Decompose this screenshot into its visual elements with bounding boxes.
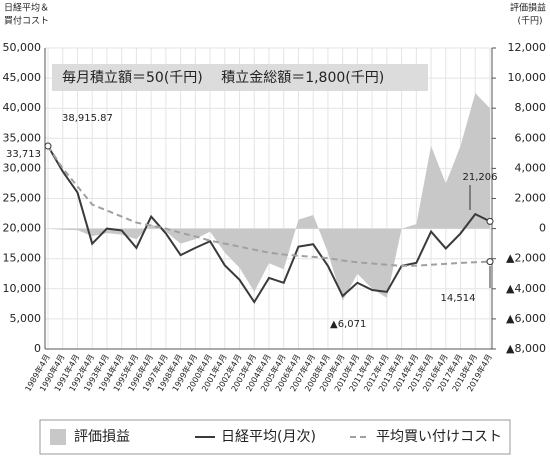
y-tick-label: 45,000 [3, 71, 42, 84]
title-box [52, 64, 428, 91]
y2-tick-label: 0 [539, 222, 546, 235]
annotation: 14,514 [441, 293, 476, 304]
y-tick-label: 10,000 [3, 282, 42, 295]
annotation: 21,206 [463, 172, 498, 183]
y-tick-label: 30,000 [3, 161, 42, 174]
line [47, 145, 491, 267]
line [47, 145, 491, 304]
y2-tick-label: ▲6,000 [506, 312, 546, 325]
legend-label: 平均買い付けコスト [376, 429, 502, 445]
y2-tick-label: 12,000 [508, 41, 547, 54]
y-tick-label: 35,000 [3, 131, 42, 144]
legend-label: 評価損益 [74, 429, 130, 445]
y-tick-label: 5,000 [10, 312, 42, 325]
y-tick-label: 15,000 [3, 252, 42, 265]
legend-swatch [50, 429, 66, 445]
y2-tick-label: ▲4,000 [506, 282, 546, 295]
y2-tick-label: 6,000 [515, 131, 547, 144]
y2-axis-label: (千円) [517, 16, 542, 27]
y-tick-label: 25,000 [3, 192, 42, 205]
chart-title: 毎月積立額＝50(千円) 積立金総額＝1,800(千円) [62, 70, 384, 86]
annotation: 33,713 [6, 149, 41, 160]
point-marker [486, 258, 494, 266]
y2-tick-label: 2,000 [515, 192, 547, 205]
legend-label: 日経平均(月次) [221, 429, 316, 445]
annotation: 38,915.87 [62, 113, 113, 124]
y2-tick-label: ▲2,000 [506, 252, 546, 265]
y2-tick-label: 8,000 [515, 101, 547, 114]
point-marker [44, 142, 52, 150]
point-marker [486, 217, 494, 225]
y2-axis-label: 評価損益 [510, 2, 546, 14]
grid [45, 47, 492, 350]
y-axis-label: 日経平均＆ [4, 2, 49, 14]
annotation: ▲6,071 [330, 319, 366, 330]
y-tick-label: 20,000 [3, 222, 42, 235]
y2-tick-label: 10,000 [508, 71, 547, 84]
y-tick-label: 50,000 [3, 41, 42, 54]
y2-tick-label: 4,000 [515, 161, 547, 174]
legend-box [39, 419, 511, 455]
y-axis-label: 買付コスト [4, 16, 49, 27]
y-tick-label: 40,000 [3, 101, 42, 114]
y-tick-label: 0 [34, 342, 41, 355]
area [48, 93, 490, 301]
y2-tick-label: ▲8,000 [506, 342, 546, 355]
